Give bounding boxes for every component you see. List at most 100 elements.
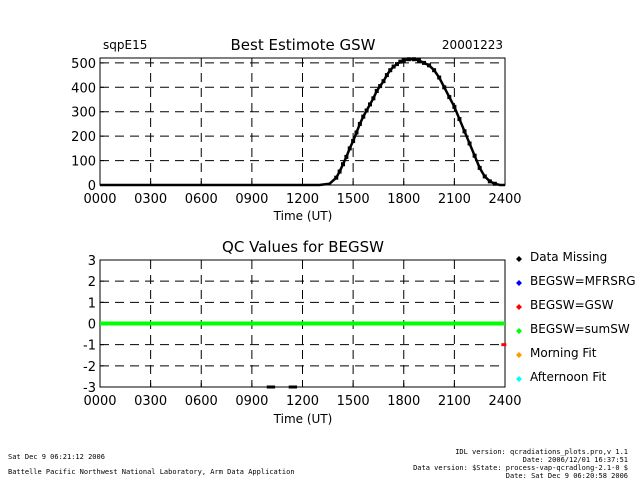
chart2-x-ticks: 0000 0300 0600 0900 1200 1500 1800 2100 2400 [83, 383, 522, 409]
y-tick-label: 2 [88, 275, 96, 290]
y-tick-label: -1 [83, 339, 96, 354]
gsw-data-point [361, 114, 366, 119]
y-tick-label: 100 [71, 155, 96, 170]
gsw-data-point [457, 117, 462, 122]
x-tick-label: 0600 [185, 192, 218, 207]
gsw-data-point [467, 141, 472, 146]
gsw-data-point [492, 181, 497, 186]
gsw-data-point [334, 175, 339, 180]
gsw-data-point [344, 154, 349, 159]
y-tick-label: -2 [83, 360, 96, 375]
chart1-y-ticks: 500 400 300 200 100 0 [71, 57, 104, 194]
gsw-data-point [477, 165, 482, 170]
y-tick-label: 0 [88, 318, 96, 333]
x-tick-label: 0300 [134, 394, 167, 409]
footer-data-version: Data version: $State: process-vap-qcradl… [413, 464, 628, 472]
gsw-data-point [388, 68, 393, 73]
x-tick-label: 1800 [387, 192, 420, 207]
legend-marker [516, 304, 522, 310]
gsw-data-point [406, 57, 411, 62]
legend-marker [516, 280, 522, 286]
gsw-data-point [427, 63, 432, 68]
x-tick-label: 1200 [286, 192, 319, 207]
legend-marker [516, 376, 522, 382]
gsw-data-point [351, 139, 356, 144]
y-tick-label: 500 [71, 57, 96, 72]
legend-label: BEGSW=MFRSRG [530, 274, 636, 288]
footer: Sat Dec 9 06:21:12 2006 Battelle Pacific… [8, 448, 628, 480]
footer-data-date: Date: Sat Dec 9 06:20:58 2006 [506, 472, 628, 480]
gsw-data-point [447, 95, 452, 100]
gsw-data-point [368, 102, 372, 107]
gsw-data-point [398, 59, 403, 64]
chart1-grid [100, 58, 505, 185]
gsw-data-point [371, 96, 376, 101]
legend-marker [516, 256, 522, 262]
gsw-data-point [416, 58, 421, 63]
footer-organization: Battelle Pacific Northwest National Labo… [8, 468, 295, 476]
gsw-data-point [341, 162, 345, 167]
chart2-x-axis-label: Time (UT) [273, 412, 333, 426]
qc-data-point [266, 385, 272, 389]
qc-data-point [501, 343, 507, 347]
legend-label: Data Missing [530, 250, 607, 264]
y-tick-label: 400 [71, 81, 96, 96]
chart2-y-ticks: 3 2 1 0 -1 -2 -3 [83, 254, 104, 396]
chart2-legend: Data Missing BEGSW=MFRSRG BEGSW=GSW BEGSW=s… [516, 250, 636, 384]
x-tick-label: 0000 [83, 394, 116, 409]
x-tick-label: 2400 [488, 192, 521, 207]
gsw-data-point [432, 68, 437, 73]
gsw-data-point [422, 60, 426, 65]
x-tick-label: 1500 [337, 394, 370, 409]
gsw-data-point [391, 64, 396, 69]
gsw-data-point [357, 121, 362, 126]
gsw-data-point [354, 130, 359, 135]
x-tick-label: 0900 [235, 394, 268, 409]
x-tick-label: 0300 [134, 192, 167, 207]
chart1-x-ticks: 0000 0300 0600 0900 1200 1500 1800 2100 2400 [83, 181, 522, 207]
gsw-data-point [384, 73, 389, 78]
y-tick-label: 3 [88, 254, 96, 269]
gsw-data-point [472, 153, 477, 158]
qc-data-point [292, 385, 298, 389]
gsw-data-point [347, 146, 352, 151]
gsw-data-point [442, 85, 447, 90]
x-tick-label: 0000 [83, 192, 116, 207]
best-estimate-gsw-chart: sqpE15 Best Estimote GSW 20001223 0000 03… [71, 36, 521, 223]
gsw-data-point [378, 84, 383, 89]
chart2-grid [100, 260, 505, 387]
gsw-data-point [437, 75, 442, 80]
y-tick-label: 200 [71, 130, 96, 145]
gsw-data-point [452, 104, 457, 109]
chart1-subtitle-left: sqpE15 [103, 38, 147, 52]
chart2-series [100, 321, 507, 389]
y-tick-label: 1 [88, 296, 96, 311]
legend-label: BEGSW=sumSW [530, 322, 630, 336]
chart1-subtitle-right: 20001223 [442, 38, 503, 52]
legend-label: Morning Fit [530, 346, 597, 360]
legend-label: Afternoon Fit [530, 370, 607, 384]
x-tick-label: 2100 [438, 192, 471, 207]
footer-idl-date: Date: 2006/12/01 16:37:51 [523, 456, 628, 464]
footer-timestamp: Sat Dec 9 06:21:12 2006 [8, 453, 105, 461]
gsw-data-point [381, 79, 386, 84]
gsw-data-point [411, 57, 416, 62]
legend-label: BEGSW=GSW [530, 298, 614, 312]
y-tick-label: -3 [83, 381, 96, 396]
x-tick-label: 1200 [286, 394, 319, 409]
chart1-title: Best Estimote GSW [231, 36, 376, 54]
gsw-data-point [395, 62, 399, 67]
gsw-data-point [337, 169, 342, 174]
x-tick-label: 1800 [387, 394, 420, 409]
footer-idl-version: IDL version: qcradiations_plots.pro,v 1.… [455, 448, 628, 456]
gsw-data-point [482, 174, 487, 179]
legend-marker [516, 352, 522, 358]
qc-data-point [288, 385, 294, 389]
gsw-data-point [374, 88, 379, 93]
qc-values-chart: QC Values for BEGSW 0000 0300 0600 0900 1200… [83, 238, 635, 426]
chart1-x-axis-label: Time (UT) [273, 209, 333, 223]
qc-data-point [270, 385, 276, 389]
gsw-data-point [487, 179, 492, 184]
x-tick-label: 2400 [488, 394, 521, 409]
